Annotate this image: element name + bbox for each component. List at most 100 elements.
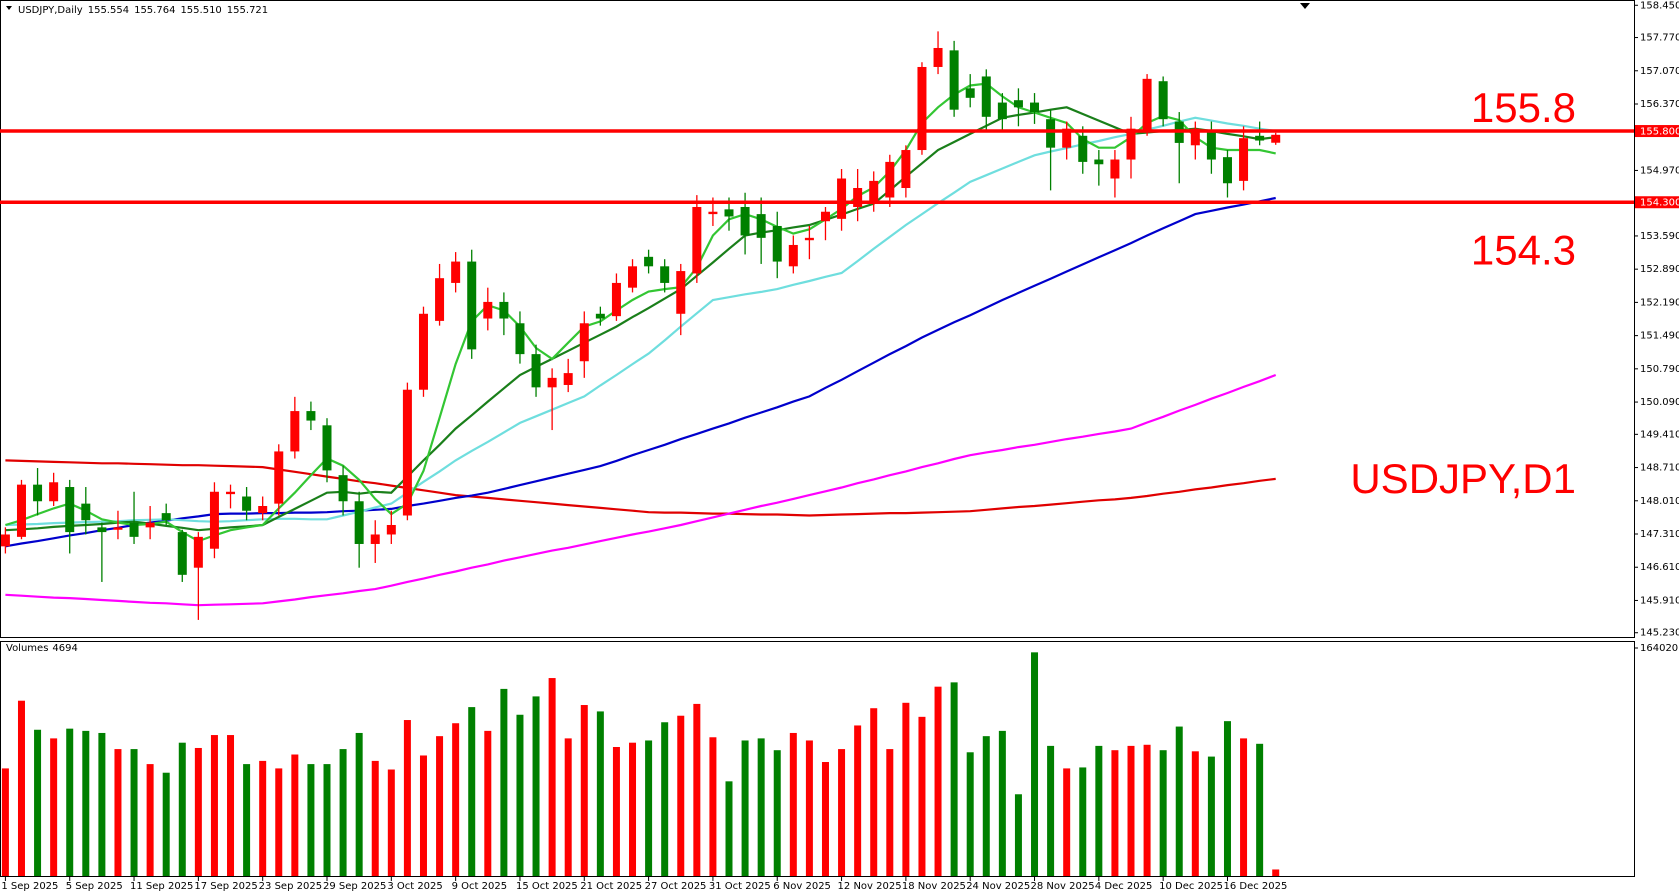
volume-bar [1031, 652, 1039, 876]
x-tick-label: 9 Oct 2025 [452, 881, 507, 892]
candle-body [756, 214, 766, 238]
candle-body [1030, 102, 1040, 113]
candle-body [499, 301, 509, 319]
candle-body [113, 527, 123, 530]
volume-bar [1143, 744, 1151, 876]
x-tick-label: 10 Dec 2025 [1159, 881, 1223, 892]
volume-bar [403, 720, 411, 876]
candle-body [209, 491, 219, 549]
candle-body [933, 47, 943, 67]
price-panel [0, 0, 1635, 638]
candle-body [820, 211, 830, 222]
candle-body [1046, 119, 1056, 148]
volume-bar [966, 752, 974, 876]
x-tick-label: 24 Nov 2025 [966, 881, 1030, 892]
x-tick-label: 3 Oct 2025 [387, 881, 442, 892]
y-tick-label: 157.070 [1640, 66, 1679, 77]
volume-bar [484, 730, 492, 876]
candle-body [595, 313, 605, 319]
volume-bar [468, 707, 476, 876]
x-tick-label: 17 Sep 2025 [194, 881, 257, 892]
volume-bar [773, 750, 781, 876]
volume-bar [243, 764, 251, 876]
volume-bar [17, 700, 25, 876]
chart-title: USDJPY,Daily [18, 5, 83, 16]
candle-body [772, 225, 782, 262]
candle-body [65, 487, 75, 533]
volume-panel [0, 641, 1635, 877]
candle-body [563, 373, 573, 385]
volume-bar [387, 769, 395, 876]
candle-body [1206, 131, 1216, 160]
annotation: USDJPY,D1 [1350, 455, 1576, 502]
candle-body [579, 323, 589, 362]
volume-bar [1256, 743, 1264, 876]
y-tick-label: 154.970 [1640, 165, 1679, 176]
candle-body [467, 261, 477, 350]
candle-body [515, 323, 525, 355]
volume-title: Volumes [6, 643, 48, 654]
candle-body [611, 282, 621, 317]
candle-body [322, 425, 332, 471]
candle-body [724, 209, 734, 217]
candle-body [1222, 157, 1232, 184]
y-tick-label: 156.370 [1640, 99, 1679, 110]
y-tick-label: 157.770 [1640, 33, 1679, 44]
marks [0, 31, 1281, 620]
candle-body [0, 534, 10, 547]
candle-body [708, 211, 718, 215]
y-tick-label: 147.310 [1640, 529, 1679, 540]
candle-body [1190, 128, 1200, 146]
candle-body [1110, 159, 1120, 179]
volume-header: Volumes 4694 [6, 643, 78, 654]
candle-body [949, 50, 959, 110]
volume-bar [82, 730, 90, 876]
volume-bar [307, 764, 315, 876]
candle-body [483, 301, 493, 319]
candle-body [338, 475, 348, 502]
candle-body [226, 491, 236, 495]
shift-marker [1300, 3, 1310, 9]
x-tick-label: 12 Nov 2025 [838, 881, 902, 892]
candle-body [290, 411, 300, 452]
x-tick-label: 28 Nov 2025 [1031, 881, 1095, 892]
candle-body [531, 354, 541, 388]
candle-body [1255, 135, 1265, 141]
candle-body [418, 313, 428, 390]
volume-bar [886, 749, 894, 876]
volume-bar [1127, 745, 1135, 876]
candle-body [869, 180, 879, 203]
volume-bar [355, 732, 363, 876]
candle-body [644, 256, 654, 267]
candle-body [177, 532, 187, 575]
candle-body [386, 524, 396, 535]
volume-bar [452, 723, 460, 876]
level-axis-box [1635, 125, 1679, 138]
candle-body [917, 66, 927, 151]
volume-bar [1047, 745, 1055, 876]
candle-body [628, 266, 638, 288]
volume-bar [1063, 768, 1071, 876]
candle-body [692, 206, 702, 274]
candle-body [258, 506, 268, 514]
volume-bar [548, 678, 556, 876]
y-tick-label: 149.410 [1640, 429, 1679, 440]
volume-bar [34, 729, 42, 876]
candle-body [193, 536, 203, 568]
volume-bar [130, 749, 138, 876]
candle-body [660, 266, 670, 283]
volume-bar [1223, 721, 1231, 876]
y-tick-label: 146.610 [1640, 562, 1679, 573]
volume-bar [291, 754, 299, 876]
volume-bar [838, 749, 846, 876]
candle-body [837, 178, 847, 219]
volume-tick-label: 164020 [1640, 643, 1678, 654]
y-tick-label: 152.190 [1640, 297, 1679, 308]
x-tick-label: 31 Oct 2025 [709, 881, 771, 892]
level-label: 154.3 [1471, 226, 1576, 273]
volume-bar [725, 781, 733, 876]
candle-body [1142, 78, 1152, 132]
volume-bar [789, 732, 797, 876]
level-label: 155.8 [1471, 84, 1576, 131]
volume-bar [371, 760, 379, 876]
